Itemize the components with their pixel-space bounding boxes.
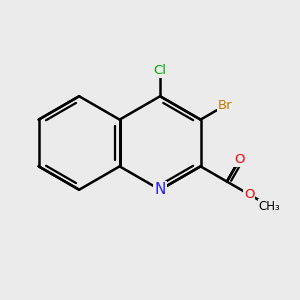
Text: Cl: Cl <box>154 64 166 77</box>
Text: O: O <box>244 188 254 201</box>
Text: Br: Br <box>218 99 232 112</box>
Text: O: O <box>235 153 245 166</box>
Text: CH₃: CH₃ <box>259 200 280 213</box>
Text: N: N <box>154 182 166 197</box>
